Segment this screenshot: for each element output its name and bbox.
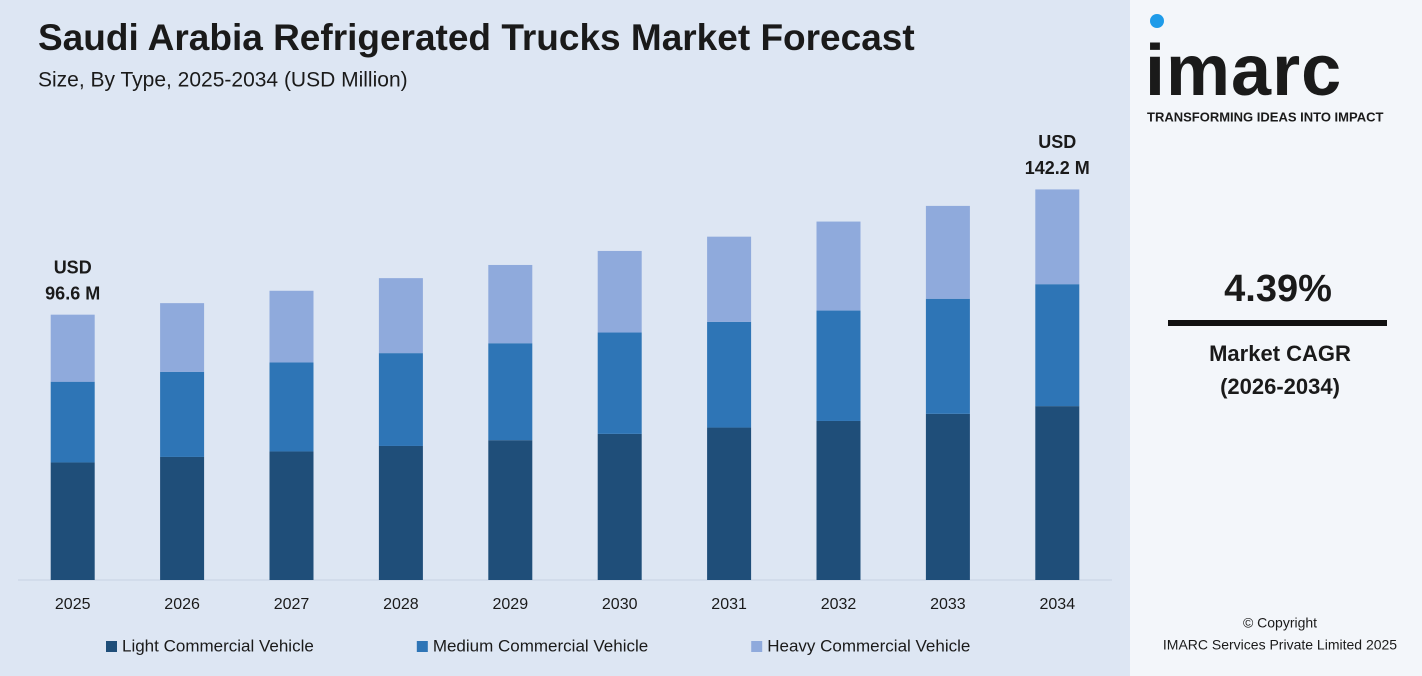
bar-segment	[925, 413, 970, 580]
bar-segment	[160, 456, 205, 580]
bar-segment	[378, 278, 423, 354]
bar-segment	[925, 298, 970, 414]
company: IMARC Services Private Limited 2025	[1163, 637, 1397, 653]
x-tick-label: 2034	[1040, 596, 1076, 613]
bar-segment	[707, 236, 752, 322]
cagr-rule	[1168, 320, 1387, 326]
x-tick-label: 2026	[164, 596, 200, 613]
bar-segment	[488, 264, 533, 344]
x-tick-label: 2027	[274, 596, 310, 613]
cagr-label: Market CAGR	[1209, 341, 1351, 366]
legend-swatch	[416, 641, 428, 652]
sidebar-bg	[1130, 0, 1422, 676]
annotation: USD	[1038, 132, 1076, 152]
bar-segment	[925, 205, 970, 299]
legend-label: Heavy Commercial Vehicle	[767, 636, 970, 655]
bar-segment	[1035, 284, 1080, 407]
bar-segment	[160, 371, 205, 457]
bar-segment	[269, 451, 314, 580]
bar-segment	[269, 290, 314, 363]
x-tick-label: 2028	[383, 596, 419, 613]
logo: imarc	[1145, 31, 1342, 111]
bar-segment	[378, 445, 423, 580]
legend-label: Medium Commercial Vehicle	[433, 636, 648, 655]
tagline: TRANSFORMING IDEAS INTO IMPACT	[1147, 109, 1383, 124]
bar-segment	[378, 353, 423, 446]
x-tick-label: 2033	[930, 596, 966, 613]
copyright: © Copyright	[1243, 615, 1317, 631]
bar-segment	[816, 310, 861, 421]
x-tick-label: 2032	[821, 596, 857, 613]
bar-segment	[816, 221, 861, 311]
bar-segment	[1035, 406, 1080, 580]
chart-subtitle: Size, By Type, 2025-2034 (USD Million)	[38, 69, 408, 92]
logo-dot	[1150, 14, 1164, 28]
bar-segment	[597, 332, 642, 434]
bar-segment	[597, 433, 642, 580]
annotation: 96.6 M	[45, 283, 100, 303]
legend-swatch	[751, 641, 763, 652]
annotation: USD	[54, 257, 92, 277]
bar-segment	[1035, 189, 1080, 285]
bar-segment	[597, 250, 642, 333]
bar-segment	[50, 462, 95, 580]
x-tick-label: 2031	[711, 596, 747, 613]
x-tick-label: 2030	[602, 596, 638, 613]
cagr-period: (2026-2034)	[1220, 374, 1340, 399]
bar-segment	[707, 321, 752, 428]
bar-segment	[50, 314, 95, 382]
bar-segment	[816, 420, 861, 580]
bar-segment	[50, 381, 95, 463]
legend-swatch	[106, 641, 117, 652]
x-tick-label: 2029	[493, 596, 529, 613]
bar-segment	[488, 440, 533, 580]
bar-segment	[707, 427, 752, 580]
legend-label: Light Commercial Vehicle	[122, 636, 314, 655]
x-tick-label: 2025	[55, 596, 91, 613]
cagr-value: 4.39%	[1224, 268, 1332, 310]
bar-segment	[160, 303, 205, 372]
chart-title: Saudi Arabia Refrigerated Trucks Market …	[38, 17, 915, 58]
bar-segment	[269, 362, 314, 452]
annotation: 142.2 M	[1025, 158, 1090, 178]
bar-segment	[488, 343, 533, 441]
